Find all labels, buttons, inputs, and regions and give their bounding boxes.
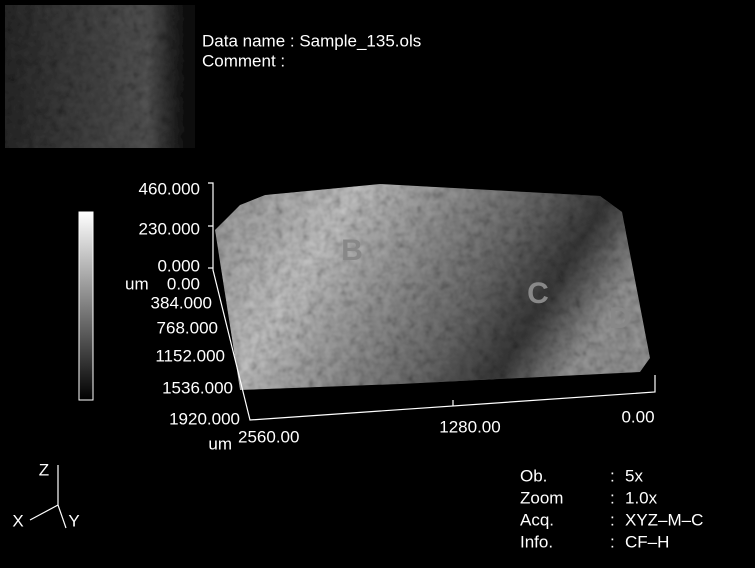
info-cell: :	[610, 466, 615, 485]
data-name: Data name : Sample_135.ols	[202, 31, 421, 50]
z-unit: um	[125, 274, 149, 293]
x-tick-label: 2560.00	[238, 427, 299, 446]
triad-label: X	[12, 511, 23, 530]
info-cell: Info.	[520, 532, 553, 551]
z-tick-label: 460.000	[139, 179, 200, 198]
region-label: C	[527, 277, 549, 310]
y-tick-label: 768.000	[157, 318, 218, 337]
y-unit: um	[208, 434, 232, 453]
y-tick-label: 1920.000	[169, 409, 240, 428]
info-cell: Zoom	[520, 488, 563, 507]
color-bar	[79, 212, 93, 400]
info-cell: Acq.	[520, 510, 554, 529]
z-tick-label: 0.000	[157, 256, 200, 275]
screen: Data name : Sample_135.ols Comment : B C…	[0, 0, 755, 568]
info-cell: :	[610, 510, 615, 529]
y-tick-label: 384.000	[151, 293, 212, 312]
region-label: B	[341, 234, 363, 267]
z-tick-label: 230.000	[139, 219, 200, 238]
triad-label: Z	[39, 460, 49, 479]
thumbnail	[5, 5, 195, 148]
info-cell: XYZ–M–C	[625, 510, 703, 529]
region-label: D	[609, 302, 631, 335]
info-cell: :	[610, 532, 615, 551]
info-cell: 5x	[625, 466, 643, 485]
comment: Comment :	[202, 51, 285, 70]
info-cell: 1.0x	[625, 488, 658, 507]
info-cell: Ob.	[520, 466, 547, 485]
triad-label: Y	[68, 511, 79, 530]
surface	[215, 184, 650, 390]
x-tick-label: 1280.00	[439, 417, 500, 436]
info-cell: CF–H	[625, 532, 669, 551]
y-tick-label: 1536.000	[162, 378, 233, 397]
y-tick-label: 0.00	[167, 274, 200, 293]
x-tick-label: 0.00	[621, 407, 654, 426]
y-tick-label: 1152.000	[155, 346, 225, 365]
info-cell: :	[610, 488, 615, 507]
